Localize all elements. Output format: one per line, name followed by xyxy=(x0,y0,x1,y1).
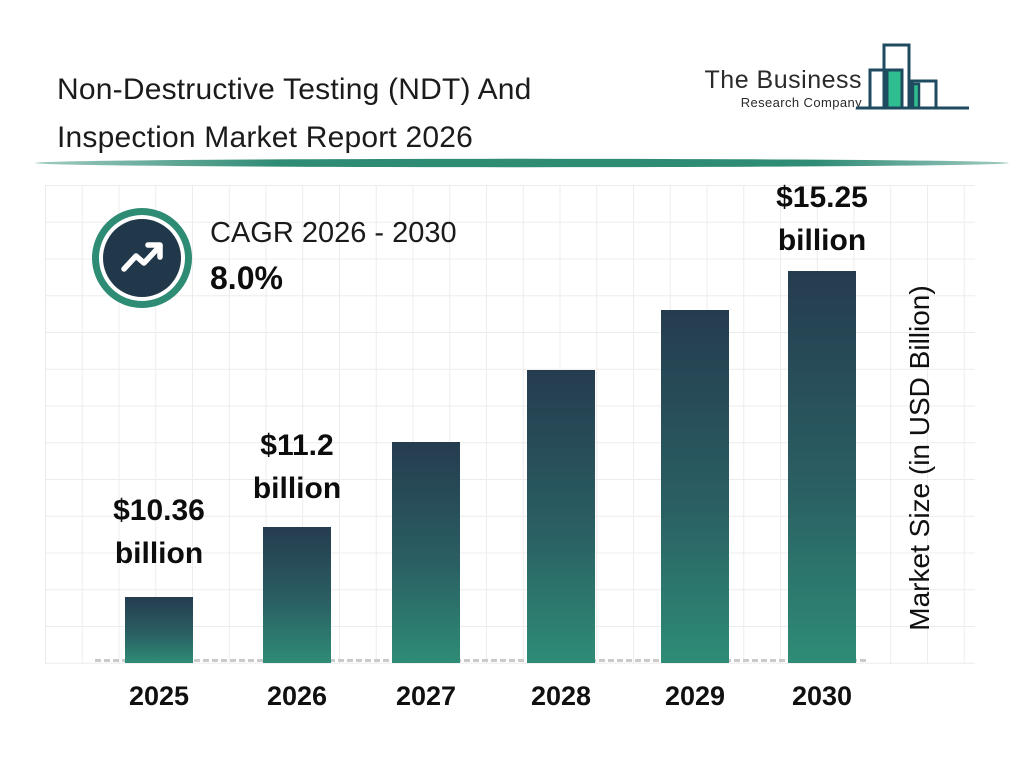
x-axis-baseline xyxy=(95,659,866,662)
logo-company-name: The Business xyxy=(704,66,862,94)
x-tick-2027: 2027 xyxy=(395,681,457,711)
value-label-2030: $15.25 billion xyxy=(776,181,868,257)
bar-2029 xyxy=(661,310,729,663)
y-axis-label: Market Size (in USD Billion) xyxy=(904,285,935,631)
logo-company-subname: Research Company xyxy=(740,95,862,110)
value-label-2025: $10.36 billion xyxy=(113,494,205,570)
x-tick-2026: 2026 xyxy=(266,681,328,711)
cagr-period-label: CAGR 2026 - 2030 xyxy=(210,217,457,249)
page-title: Non-Destructive Testing (NDT) And Inspec… xyxy=(57,66,532,162)
bar-2025 xyxy=(125,597,193,663)
divider-rule xyxy=(35,158,1009,168)
value-label-2026: $11.2 billion xyxy=(252,429,342,505)
bar-2028 xyxy=(527,370,595,663)
bar-2026 xyxy=(263,527,331,663)
x-tick-2025: 2025 xyxy=(128,681,190,711)
x-tick-2030: 2030 xyxy=(791,681,853,711)
trending-up-icon xyxy=(121,242,163,272)
x-tick-2028: 2028 xyxy=(530,681,592,711)
logo-bar-chart-icon xyxy=(856,43,969,110)
page-title-line2: Inspection Market Report 2026 xyxy=(57,121,474,155)
page-title-line1: Non-Destructive Testing (NDT) And xyxy=(57,73,532,107)
bar-2027 xyxy=(392,442,460,663)
bar-2030 xyxy=(788,271,856,663)
x-tick-2029: 2029 xyxy=(664,681,726,711)
cagr-badge xyxy=(92,208,192,308)
company-logo: The Business Research Company xyxy=(705,36,972,118)
cagr-badge-core xyxy=(103,219,181,297)
cagr-value: 8.0% xyxy=(210,260,283,296)
